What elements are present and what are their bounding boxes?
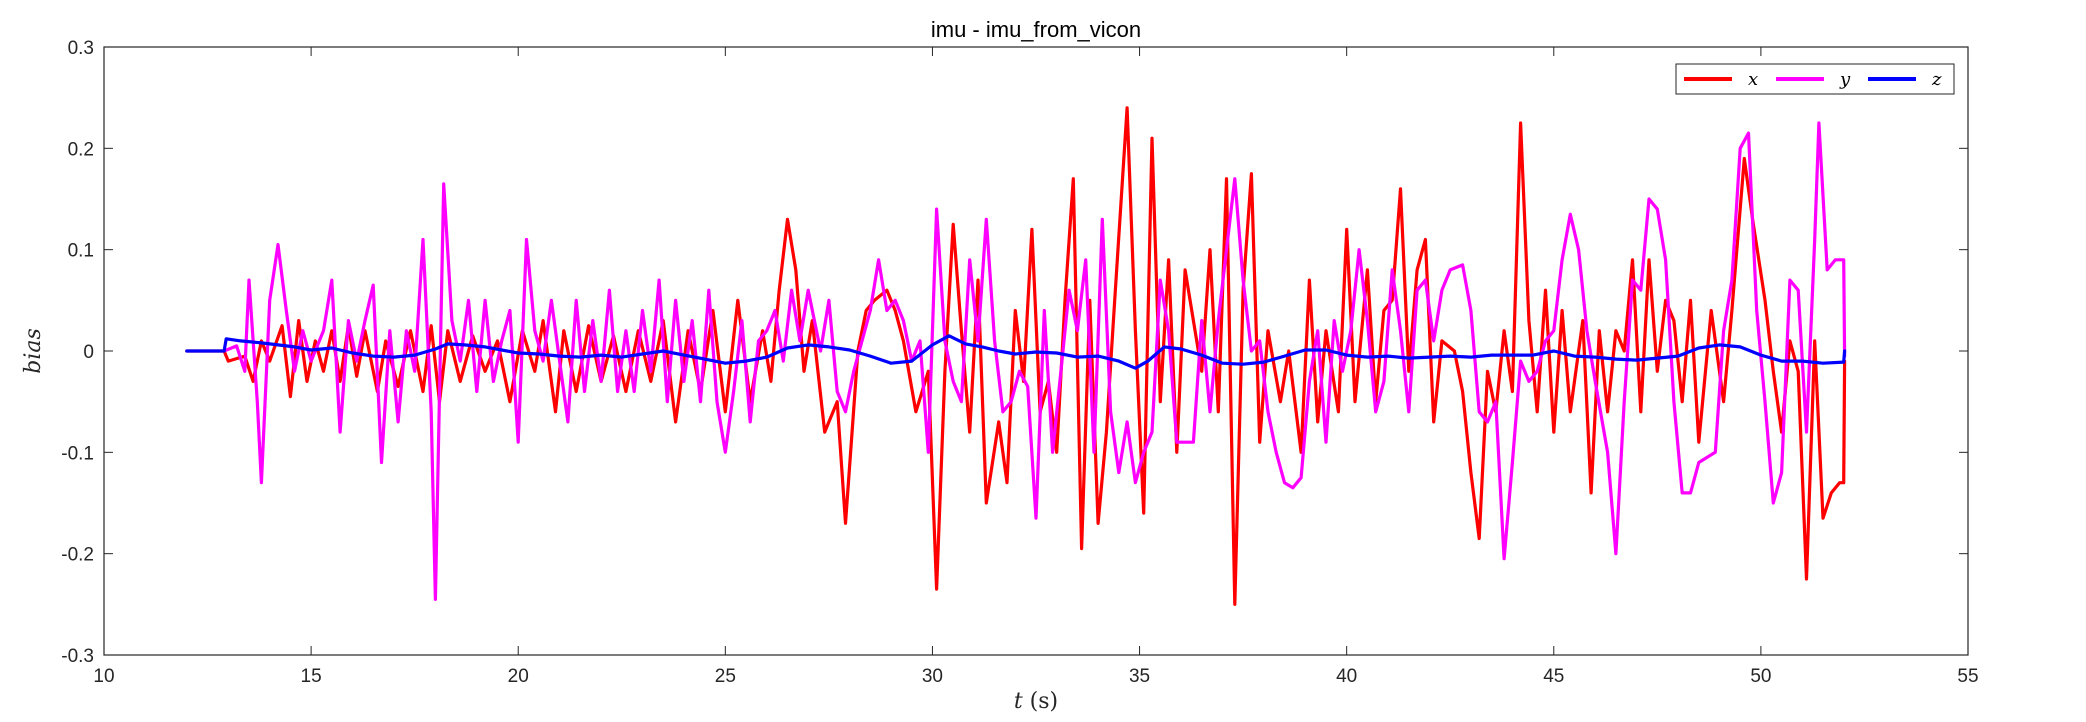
y-tick-label-4: 0.1	[68, 241, 94, 262]
y-tick-label-0: -0.3	[61, 646, 94, 667]
series-line-z	[185, 334, 1847, 370]
legend-label-y: y	[1839, 69, 1851, 90]
x-tick-label-10: 10	[93, 666, 114, 687]
x-tick-label-45: 45	[1543, 666, 1564, 687]
x-tick-label-35: 35	[1129, 666, 1150, 687]
y-tick-label-3: 0	[83, 342, 94, 363]
series-line-y	[222, 121, 1847, 601]
y-tick-label-5: 0.2	[68, 139, 94, 160]
tick-layer: 10 15 20 25 30 35 40 45 50 55 -0.3 -0.2 -0.1 0 0.1 0.2 0…	[61, 38, 1978, 687]
y-tick-label-2: -0.1	[61, 443, 94, 464]
y-tick-label-6: 0.3	[68, 38, 94, 59]
x-tick-label-15: 15	[301, 666, 322, 687]
x-tick-label-55: 55	[1957, 666, 1978, 687]
series-layer	[185, 106, 1847, 606]
legend-label-z: z	[1931, 69, 1942, 90]
x-axis-label-unit: (s)	[1023, 689, 1058, 714]
x-tick-label-20: 20	[508, 666, 529, 687]
x-tick-label-25: 25	[715, 666, 736, 687]
legend-label-x: x	[1748, 69, 1758, 90]
x-axis-label: t (s)	[1014, 689, 1058, 714]
x-tick-label-40: 40	[1336, 666, 1357, 687]
series-line-x	[185, 106, 1847, 606]
x-tick-label-30: 30	[922, 666, 943, 687]
x-axis-label-var: t	[1014, 689, 1023, 714]
y-axis-label: bias	[21, 328, 46, 374]
y-tick-label-1: -0.2	[61, 545, 94, 566]
legend: x y z	[1675, 63, 1955, 95]
x-tick-label-50: 50	[1750, 666, 1771, 687]
chart-title: imu - imu_from_vicon	[931, 17, 1141, 42]
